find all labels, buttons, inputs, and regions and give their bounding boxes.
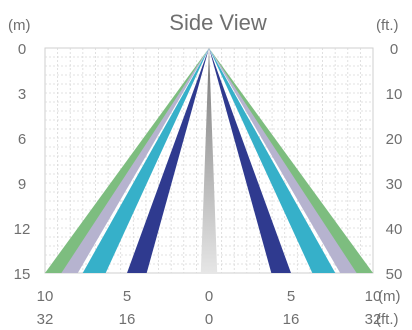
center-beam (200, 48, 218, 273)
right-axis-unit: (ft.) (376, 17, 399, 34)
bottom-axis-ft-tick-label: 16 (119, 311, 136, 328)
beam-zone-3-left (82, 48, 209, 273)
right-axis-tick-label: 10 (386, 86, 403, 103)
bottom-axis-ft-unit: (ft.) (376, 311, 399, 328)
beam-zone-2-right (209, 48, 357, 273)
beam-zone-4-right (209, 48, 291, 273)
beam-zone-2-left (61, 48, 210, 273)
left-axis-tick-label: 15 (14, 266, 31, 283)
right-axis-tick-label: 50 (386, 266, 403, 283)
left-axis-tick-label: 12 (14, 221, 31, 238)
bottom-axis-ft-tick-label: 16 (283, 311, 300, 328)
diagram-title: Side View (169, 10, 267, 35)
left-axis-tick-label: 9 (18, 176, 26, 193)
bottom-axis-ft-tick-label: 32 (365, 311, 382, 328)
bottom-axis-m-unit: (m) (378, 288, 401, 305)
bottom-axis-m-tick-label: 5 (123, 288, 131, 305)
bottom-axis-ft-tick-label: 0 (205, 311, 213, 328)
right-axis-tick-label: 0 (390, 41, 398, 58)
right-axis-ticks: 0 10 20 30 40 50 (386, 41, 403, 283)
left-axis-tick-label: 0 (18, 41, 26, 58)
right-axis-tick-label: 20 (386, 131, 403, 148)
left-axis-ticks: 0 3 6 9 12 15 (14, 41, 31, 283)
beam-zone-1-right (209, 48, 373, 273)
left-axis-unit: (m) (8, 17, 31, 34)
right-axis-tick-label: 40 (386, 221, 403, 238)
beam-zone-4-left (127, 48, 209, 273)
right-axis-tick-label: 30 (386, 176, 403, 193)
left-axis-tick-label: 3 (18, 86, 26, 103)
bottom-axis-ticks: 10 32 5 16 0 0 5 16 10 32 (37, 288, 382, 328)
beam-zones (45, 48, 373, 273)
bottom-axis-m-tick-label: 10 (37, 288, 54, 305)
beam-zone-3-right (209, 48, 336, 273)
bottom-axis-m-tick-label: 5 (287, 288, 295, 305)
bottom-axis-ft-tick-label: 32 (37, 311, 54, 328)
bottom-axis-m-tick-label: 10 (365, 288, 382, 305)
left-axis-tick-label: 6 (18, 131, 26, 148)
beam-zone-1-left (45, 48, 209, 273)
bottom-axis-m-tick-label: 0 (205, 288, 213, 305)
